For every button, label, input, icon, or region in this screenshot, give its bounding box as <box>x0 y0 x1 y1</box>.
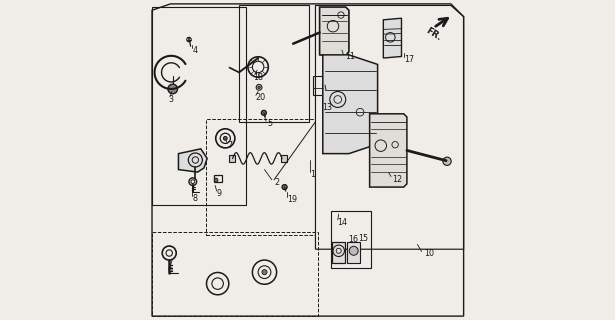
Polygon shape <box>178 149 207 172</box>
Text: 8: 8 <box>192 194 197 203</box>
Text: 3: 3 <box>168 95 173 104</box>
Circle shape <box>261 110 266 116</box>
Text: 20: 20 <box>255 93 265 102</box>
Bar <box>205 119 315 235</box>
Polygon shape <box>383 18 402 58</box>
Bar <box>313 76 323 95</box>
Text: 1: 1 <box>310 170 315 179</box>
Polygon shape <box>370 114 407 187</box>
Bar <box>331 211 371 268</box>
Text: 19: 19 <box>287 195 297 204</box>
Text: 9: 9 <box>216 189 222 198</box>
Circle shape <box>258 86 260 89</box>
Text: 18: 18 <box>253 73 263 82</box>
Text: 5: 5 <box>268 119 273 128</box>
Bar <box>239 5 309 122</box>
Text: 10: 10 <box>424 250 434 259</box>
Bar <box>152 7 246 204</box>
Circle shape <box>223 136 227 140</box>
Text: 11: 11 <box>345 52 355 61</box>
Bar <box>282 155 287 162</box>
Text: 14: 14 <box>337 218 347 227</box>
Bar <box>152 232 318 316</box>
Circle shape <box>262 270 267 275</box>
Text: 13: 13 <box>322 103 332 112</box>
Text: 2: 2 <box>274 178 279 187</box>
Bar <box>229 155 235 162</box>
Polygon shape <box>320 7 349 58</box>
Text: 6: 6 <box>168 265 173 275</box>
Polygon shape <box>323 55 378 154</box>
Bar <box>332 242 345 263</box>
Bar <box>213 175 223 182</box>
Text: 4: 4 <box>192 45 197 55</box>
Text: 16: 16 <box>348 235 359 244</box>
Text: 15: 15 <box>358 234 368 243</box>
Circle shape <box>282 185 287 190</box>
Bar <box>347 242 360 263</box>
Circle shape <box>443 157 451 165</box>
Text: 7: 7 <box>227 141 232 150</box>
Circle shape <box>214 178 218 182</box>
Circle shape <box>168 84 178 94</box>
Text: 17: 17 <box>403 55 414 64</box>
Text: FR.: FR. <box>424 26 443 42</box>
Circle shape <box>323 83 327 87</box>
Circle shape <box>349 246 358 255</box>
Text: 12: 12 <box>392 175 402 184</box>
